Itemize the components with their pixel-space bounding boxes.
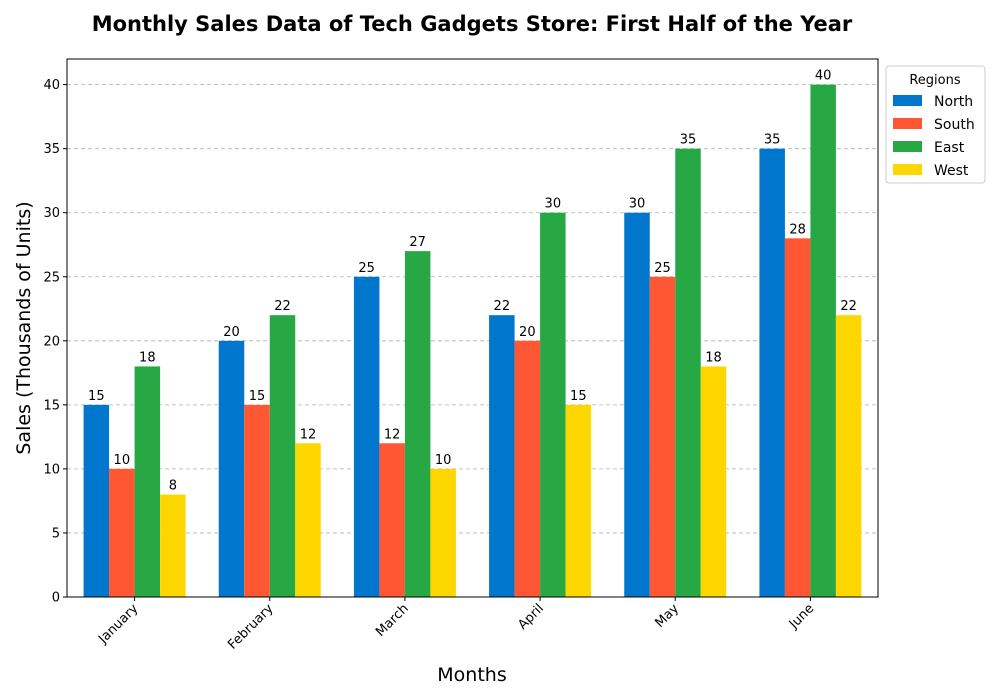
y-axis-ticks: 0 5 10 15 20 25 30 35 40 [43, 78, 67, 606]
bar-south-march [379, 443, 405, 597]
y-tick-label: 35 [43, 142, 60, 157]
bar-east-april [540, 212, 566, 597]
bar-value-label: 12 [384, 427, 401, 442]
bar-value-label: 27 [409, 235, 426, 250]
bar-east-february [269, 315, 296, 597]
bar-value-label: 35 [680, 133, 697, 148]
y-tick-label: 30 [43, 206, 60, 221]
y-tick-label: 25 [43, 270, 60, 285]
bar-value-labels: 15 10 18 8 20 15 22 12 25 12 27 10 22 20 30 15 30 25 35 18 3… [88, 69, 857, 494]
bar-value-label: 28 [789, 222, 806, 237]
x-tick-label: May [652, 601, 682, 631]
legend-label-west: West [934, 163, 969, 179]
bar-value-label: 15 [570, 389, 587, 404]
bar-west-april [565, 404, 592, 597]
legend-swatch-south [893, 118, 922, 129]
bar-south-may [649, 276, 676, 597]
y-tick-label: 5 [52, 526, 60, 541]
bar-south-june [784, 238, 811, 598]
bar-south-april [514, 340, 541, 597]
chart-title: Monthly Sales Data of Tech Gadgets Store… [92, 12, 853, 36]
legend-swatch-east [893, 141, 922, 152]
x-tick-label: January [95, 601, 141, 647]
bar-north-march [353, 276, 380, 597]
x-tick-label: February [225, 601, 277, 653]
y-tick-label: 15 [43, 398, 60, 413]
bar-value-label: 15 [88, 389, 105, 404]
bar-value-label: 10 [435, 453, 452, 468]
bar-value-label: 25 [654, 261, 671, 276]
bar-west-january [160, 494, 186, 597]
bar-value-label: 12 [300, 427, 317, 442]
bar-value-label: 15 [249, 389, 266, 404]
legend-label-south: South [934, 117, 975, 133]
bar-value-label: 20 [519, 325, 536, 340]
bars [83, 84, 862, 598]
bar-north-february [218, 340, 245, 597]
legend-label-east: East [934, 140, 965, 156]
bar-south-february [244, 404, 270, 597]
bar-west-february [295, 443, 321, 597]
bar-north-april [489, 315, 515, 597]
legend-label-north: North [934, 94, 973, 110]
bar-value-label: 18 [705, 350, 722, 365]
legend-swatch-west [893, 164, 922, 175]
y-tick-label: 10 [43, 462, 60, 477]
bar-value-label: 40 [815, 69, 832, 84]
bar-west-may [700, 366, 727, 597]
bar-north-june [759, 148, 785, 597]
y-tick-label: 40 [43, 78, 60, 93]
x-axis-ticks: January February March April May June [95, 597, 817, 653]
legend-swatch-north [893, 95, 922, 106]
y-tick-label: 20 [43, 334, 60, 349]
bar-west-june [835, 315, 862, 597]
bar-east-march [404, 251, 431, 597]
legend-title: Regions [909, 73, 961, 88]
x-tick-label: June [786, 601, 817, 632]
bar-value-label: 35 [764, 133, 781, 148]
x-tick-label: March [373, 601, 412, 640]
bar-value-label: 25 [358, 261, 375, 276]
bar-north-january [83, 404, 110, 597]
y-tick-label: 0 [52, 591, 60, 606]
bar-north-may [624, 212, 650, 597]
bar-value-label: 20 [223, 325, 240, 340]
bar-value-label: 22 [840, 299, 857, 314]
bar-value-label: 18 [139, 350, 156, 365]
legend: Regions North South East West [885, 65, 986, 184]
bar-east-may [675, 148, 701, 597]
bar-value-label: 22 [494, 299, 511, 314]
bar-value-label: 8 [169, 479, 177, 494]
bar-value-label: 10 [114, 453, 131, 468]
bar-west-march [430, 468, 456, 597]
bar-value-label: 22 [274, 299, 291, 314]
bar-value-label: 30 [629, 197, 646, 212]
bar-east-june [810, 84, 836, 598]
bar-south-january [109, 468, 135, 597]
y-axis-label: Sales (Thousands of Units) [13, 201, 35, 454]
bar-east-january [134, 366, 161, 597]
x-axis-label: Months [437, 664, 506, 686]
grid-lines [67, 84, 878, 534]
bar-value-label: 30 [545, 197, 562, 212]
plot-frame [66, 58, 879, 598]
axes [66, 58, 879, 598]
x-tick-label: April [515, 601, 547, 633]
